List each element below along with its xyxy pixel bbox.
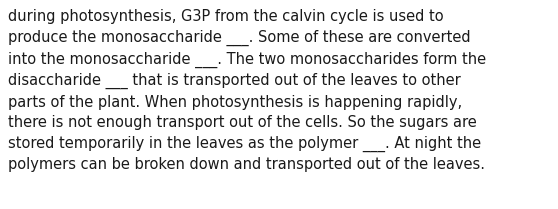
Text: during photosynthesis, G3P from the calvin cycle is used to
produce the monosacc: during photosynthesis, G3P from the calv… <box>8 9 487 172</box>
